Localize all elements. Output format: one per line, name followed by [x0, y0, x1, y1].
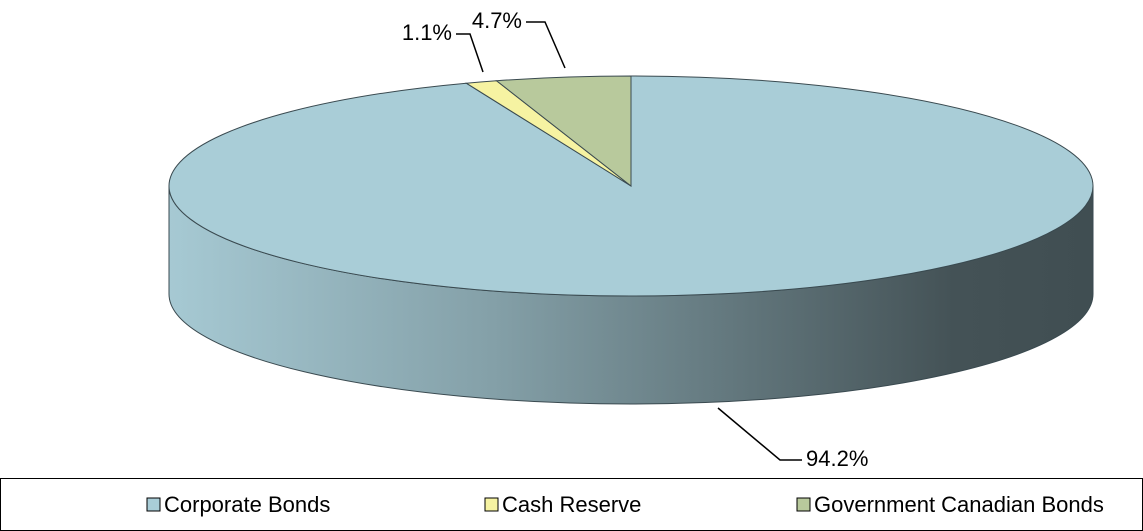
data-label: 94.2%	[806, 446, 868, 471]
leader-line	[526, 21, 566, 69]
slice	[495, 75, 632, 188]
legend-label: Corporate Bonds	[164, 492, 330, 517]
legend-label: Government Canadian Bonds	[814, 492, 1104, 517]
legend-swatch	[146, 497, 161, 512]
data-label: 1.1%	[402, 20, 452, 45]
legend-box	[0, 478, 1143, 531]
leader-line	[456, 33, 484, 73]
leader-line	[717, 407, 802, 461]
legend-label: Cash Reserve	[502, 492, 641, 517]
data-label: 4.7%	[472, 8, 522, 33]
legend-swatch	[484, 497, 499, 512]
legend-swatch	[796, 497, 811, 512]
